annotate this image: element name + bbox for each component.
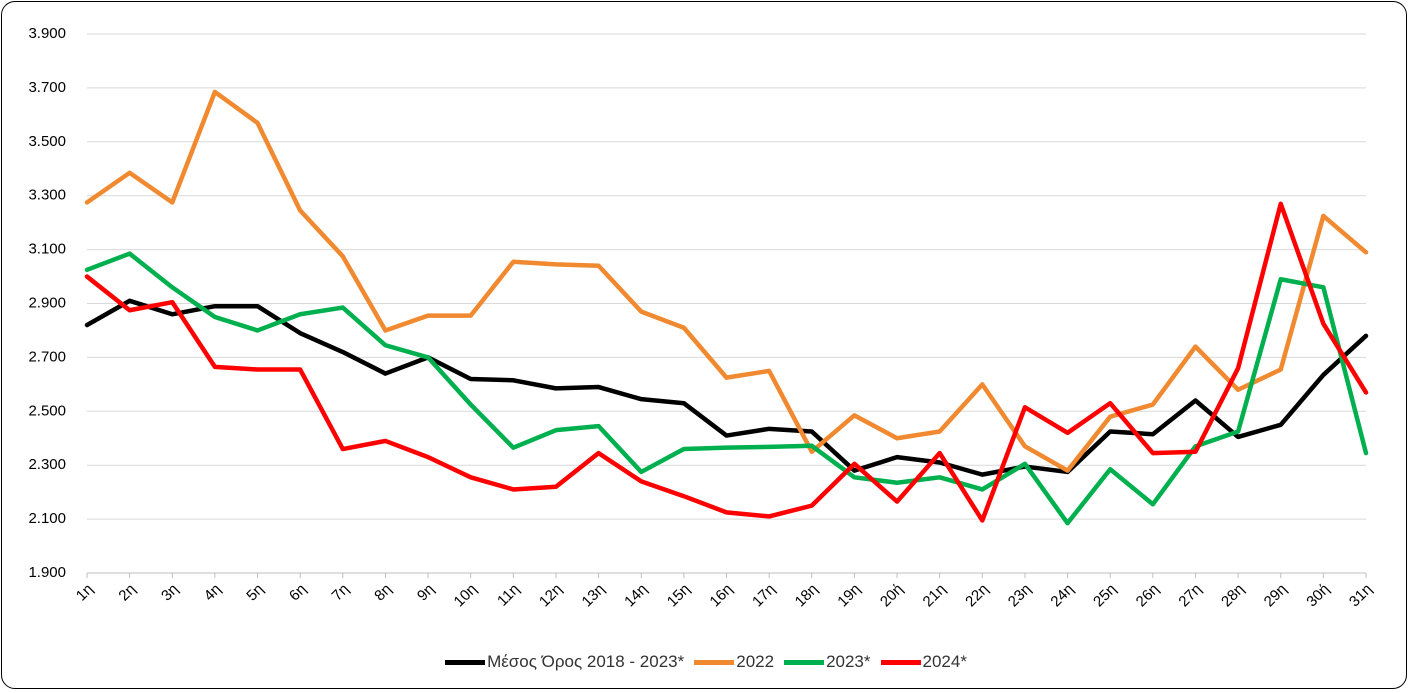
x-tick-label: 5η [243,581,267,605]
x-tick-label: 3η [158,581,182,605]
x-tick-label: 10η [451,581,481,611]
x-tick-label: 30ή [1303,581,1333,611]
legend-label: 2022 [736,652,775,671]
y-tick-label: 2.300 [28,456,66,473]
x-tick-label: 19η [834,581,864,611]
legend-item: 2022 [694,652,774,672]
x-tick-label: 31η [1346,581,1376,611]
x-tick-label: 1η [73,581,97,605]
x-tick-label: 29η [1261,581,1291,611]
y-tick-label: 3.100 [28,241,66,258]
x-tick-label: 24η [1047,581,1077,611]
series-line [84,89,1369,473]
series-line [84,298,1369,477]
x-tick-label: 9η [414,581,438,605]
y-tick-label: 2.100 [28,510,66,527]
legend-swatch [784,659,825,665]
legend-label: 2024* [922,652,967,671]
x-tick-label: 7η [329,581,353,605]
y-tick-label: 2.700 [28,348,66,365]
x-tick-label: 27η [1175,581,1205,611]
x-tick-label: 23η [1005,581,1035,611]
x-tick-label: 15η [664,581,694,611]
x-tick-label: 14η [621,581,651,611]
y-tick-label: 1.900 [28,564,66,581]
legend-item: 2023* [784,652,871,672]
y-tick-label: 2.500 [28,402,66,419]
x-tick-label: 2η [115,581,139,605]
x-tick-label: 18η [792,581,822,611]
legend-label: 2023* [826,652,871,671]
legend-swatch [880,659,921,665]
legend-item: 2024* [880,652,967,672]
x-tick-label: 20ή [877,581,907,611]
x-tick-label: 8η [371,581,395,605]
series-line [84,201,1369,523]
x-tick-label: 26η [1133,581,1163,611]
x-tick-label: 12η [536,581,566,611]
legend-swatch [445,659,486,665]
x-tick-label: 11η [494,581,523,610]
x-tick-label: 28η [1218,581,1248,611]
y-tick-label: 3.500 [28,133,66,150]
x-tick-label: 21η [920,581,950,611]
y-tick-label: 3.300 [28,187,66,204]
legend-item: Μέσος Όρος 2018 - 2023* [445,652,684,672]
y-tick-label: 3.700 [28,79,66,96]
x-tick-label: 25η [1090,581,1120,611]
y-tick-label: 3.900 [28,25,66,42]
legend: Μέσος Όρος 2018 - 2023* 2022 2023* 2024* [0,652,1412,672]
x-tick-label: 4η [201,581,225,605]
x-tick-label: 6η [286,581,310,605]
legend-swatch [694,659,735,665]
x-tick-label: 16η [706,581,736,611]
x-tick-label: 13η [579,581,609,611]
legend-label: Μέσος Όρος 2018 - 2023* [487,652,685,671]
x-tick-label: 22η [962,581,992,611]
series-line [84,251,1369,526]
y-tick-label: 2.900 [28,294,66,311]
x-tick-label: 17η [749,581,779,611]
